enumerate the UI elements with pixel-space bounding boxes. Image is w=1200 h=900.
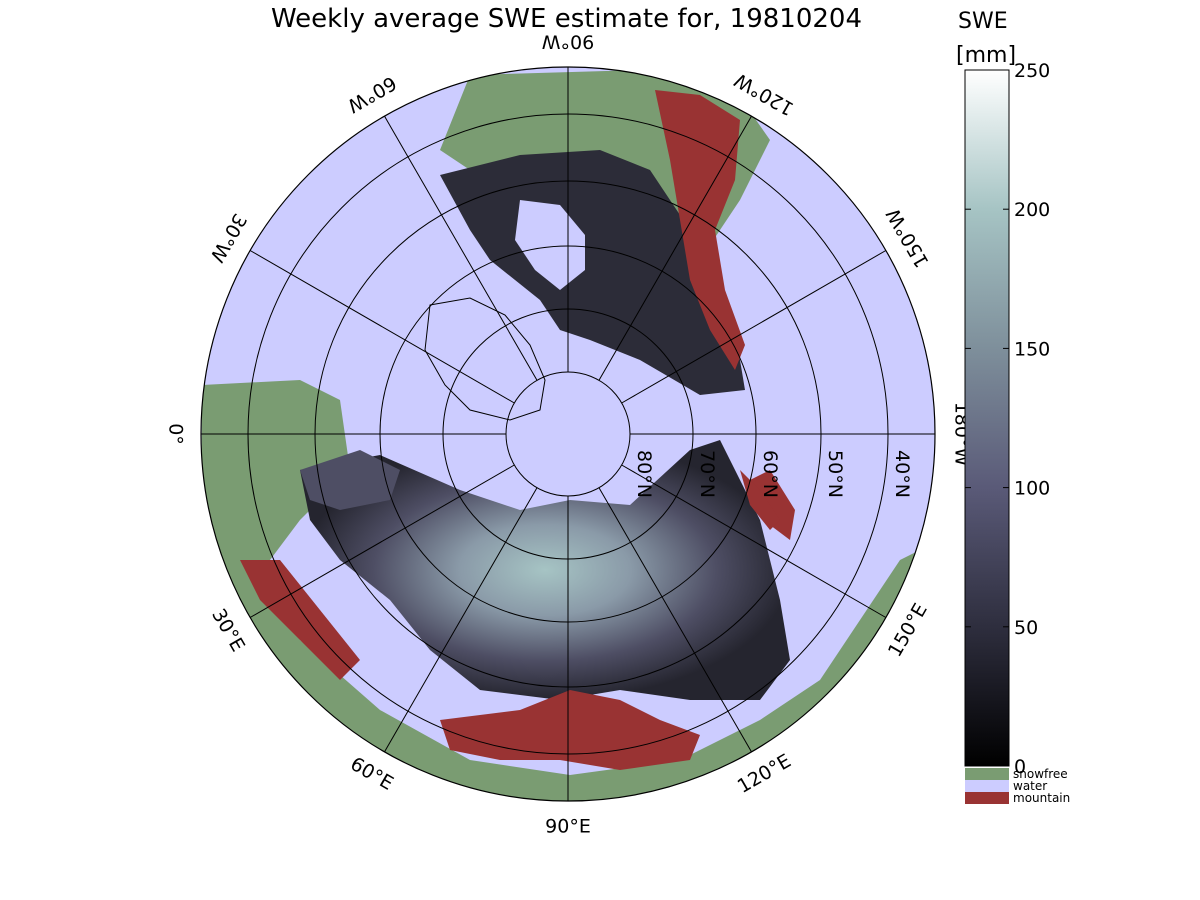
meridian-line bbox=[621, 464, 887, 618]
alaska-mountains bbox=[750, 470, 795, 540]
colorbar-tick-label: 250 bbox=[1014, 60, 1050, 82]
colorbar-tick-label: 200 bbox=[1014, 199, 1050, 221]
longitude-label: 60°E bbox=[346, 753, 397, 795]
longitude-label: 30°W bbox=[205, 210, 250, 267]
longitude-label: 90°E bbox=[545, 816, 591, 838]
eurasia-snowcover bbox=[300, 440, 790, 700]
meridian-line bbox=[384, 115, 538, 381]
greenland bbox=[424, 297, 546, 421]
meridian-line bbox=[249, 250, 515, 404]
kamchatka-mountains bbox=[740, 470, 780, 530]
colorbar-title-line1: SWE bbox=[958, 9, 1008, 34]
colorbar-tick-label: 100 bbox=[1014, 478, 1050, 500]
longitude-label: 90°W bbox=[542, 31, 595, 53]
longitude-label: 0° bbox=[165, 423, 187, 445]
north-america-snowcover bbox=[440, 150, 745, 395]
colorbar-tick-label: 50 bbox=[1014, 617, 1038, 639]
meridians bbox=[201, 67, 935, 801]
map-disk bbox=[200, 66, 936, 802]
latitude-label: 50°N bbox=[824, 450, 846, 498]
category-label-mountain: mountain bbox=[1013, 791, 1070, 805]
latitude-labels: 80°N 70°N 60°N 50°N 40°N bbox=[633, 450, 913, 498]
latitude-label: 40°N bbox=[891, 450, 913, 498]
longitude-label: 60°W bbox=[343, 71, 400, 116]
eurasia-mountains bbox=[440, 690, 700, 770]
colorbar-tick-label: 0 bbox=[1014, 756, 1026, 778]
europe-mountains bbox=[240, 560, 360, 680]
colorbar-title-line2: [mm] bbox=[956, 43, 1016, 68]
north-america-mountains bbox=[655, 90, 745, 370]
latitude-label: 80°N bbox=[633, 450, 655, 498]
category-swatch-snowfree bbox=[965, 768, 1009, 780]
meridian-line bbox=[598, 115, 752, 381]
map-boundary bbox=[200, 66, 936, 802]
graticule bbox=[201, 67, 935, 801]
longitude-label: 30°E bbox=[207, 605, 249, 656]
map-title: Weekly average SWE estimate for, 1981020… bbox=[270, 4, 862, 34]
colorbar-tick-label: 150 bbox=[1014, 338, 1050, 360]
category-label-water: water bbox=[1013, 779, 1047, 793]
colorbar-gradient bbox=[964, 69, 1010, 767]
category-swatch-mountain bbox=[965, 792, 1009, 804]
meridian-line bbox=[384, 487, 538, 753]
colorbar-ticks: 0 50 100 150 200 250 bbox=[965, 60, 1050, 778]
meridian-line bbox=[598, 487, 752, 753]
latitude-label: 60°N bbox=[759, 450, 781, 498]
category-label-snowfree: snowfree bbox=[1013, 767, 1068, 781]
meridian-line bbox=[249, 464, 515, 618]
colorbar: SWE [mm] 0 50 100 150 200 250 snowfreewatermo… bbox=[956, 9, 1070, 805]
meridian-line bbox=[621, 250, 887, 404]
category-swatch-water bbox=[965, 780, 1009, 792]
scandinavia bbox=[300, 450, 400, 510]
latitude-label: 70°N bbox=[696, 450, 718, 498]
